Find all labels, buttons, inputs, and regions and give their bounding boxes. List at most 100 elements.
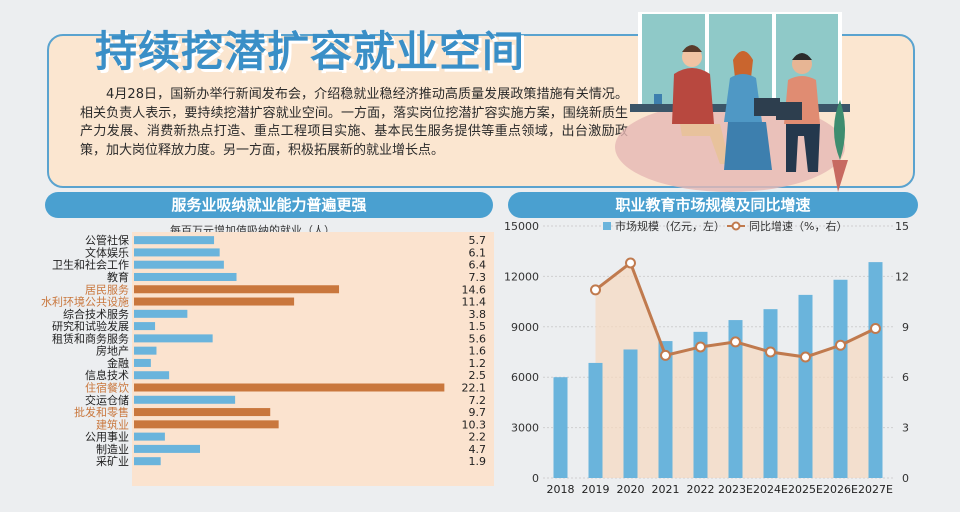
right-axis-tick: 12 bbox=[895, 270, 909, 283]
right-axis-tick: 3 bbox=[902, 422, 909, 435]
employment-bar bbox=[134, 408, 271, 417]
left-axis-tick: 0 bbox=[532, 472, 539, 485]
market-size-bar bbox=[623, 349, 638, 478]
employment-bar bbox=[134, 285, 340, 294]
category-label: 租赁和商务服务 bbox=[52, 331, 129, 345]
category-label: 交运仓储 bbox=[85, 393, 129, 407]
growth-marker bbox=[835, 339, 846, 351]
value-label: 7.3 bbox=[469, 271, 487, 284]
employment-bar bbox=[134, 309, 188, 318]
growth-marker bbox=[765, 346, 776, 358]
employment-bar bbox=[134, 297, 295, 306]
year-label: 2022 bbox=[687, 483, 715, 496]
value-label: 9.7 bbox=[469, 406, 487, 419]
right-axis-tick: 0 bbox=[902, 472, 909, 485]
year-label: 2026E bbox=[823, 483, 858, 496]
employment-bar bbox=[134, 457, 161, 466]
value-label: 1.9 bbox=[469, 455, 487, 468]
employment-bar bbox=[134, 236, 215, 245]
year-label: 2025E bbox=[788, 483, 823, 496]
employment-bar bbox=[134, 383, 445, 392]
growth-marker bbox=[730, 336, 741, 348]
employment-bar bbox=[134, 322, 156, 331]
market-size-bar bbox=[868, 262, 883, 478]
year-label: 2021 bbox=[652, 483, 680, 496]
employment-bar bbox=[134, 432, 165, 441]
market-size-bar bbox=[553, 377, 568, 478]
value-label: 2.2 bbox=[469, 431, 487, 444]
value-label: 11.4 bbox=[462, 296, 487, 309]
category-label: 教育 bbox=[107, 270, 129, 284]
value-label: 6.4 bbox=[469, 259, 487, 272]
office-workers-illustration bbox=[615, 12, 850, 192]
category-label: 建筑业 bbox=[96, 417, 129, 431]
value-label: 2.5 bbox=[469, 369, 487, 382]
year-label: 2019 bbox=[582, 483, 610, 496]
category-label: 信息技术 bbox=[85, 368, 129, 382]
value-label: 14.6 bbox=[462, 283, 487, 296]
market-size-bar bbox=[693, 331, 708, 478]
value-label: 1.2 bbox=[469, 357, 487, 370]
left-axis-tick: 12000 bbox=[505, 270, 539, 283]
employment-bar bbox=[134, 334, 213, 343]
value-label: 1.5 bbox=[469, 320, 487, 333]
value-label: 4.7 bbox=[469, 443, 487, 456]
value-label: 7.2 bbox=[469, 394, 487, 407]
right-axis-tick: 9 bbox=[902, 321, 909, 334]
category-label: 制造业 bbox=[96, 442, 129, 456]
right-panel-title: 职业教育市场规模及同比增速 bbox=[508, 192, 918, 218]
employment-bar bbox=[134, 358, 151, 367]
growth-marker bbox=[590, 284, 601, 296]
category-label: 卫生和社会工作 bbox=[52, 258, 129, 272]
growth-marker bbox=[870, 322, 881, 334]
intro-paragraph: 4月28日，国新办举行新闻发布会，介绍稳就业稳经济推动高质量发展政策措施有关情况… bbox=[80, 87, 628, 158]
employment-bar bbox=[134, 260, 224, 269]
right-axis-tick: 6 bbox=[902, 371, 909, 384]
market-size-bar bbox=[658, 341, 673, 478]
employment-bar-chart: 公管社保 5.7 文体娱乐 6.1 卫生和社会工作 6.4 教育 7.3 居民服务 14.6 水利环… bbox=[41, 233, 487, 468]
left-axis-tick: 15000 bbox=[505, 220, 539, 233]
category-label: 研究和试验发展 bbox=[52, 319, 129, 333]
employment-bar bbox=[134, 420, 279, 429]
market-size-bar bbox=[798, 294, 813, 478]
legend-line-marker bbox=[731, 221, 741, 231]
growth-marker bbox=[800, 351, 811, 363]
category-label: 水利环境公共设施 bbox=[41, 295, 129, 309]
employment-bar bbox=[134, 371, 170, 380]
category-label: 公用事业 bbox=[85, 431, 129, 444]
category-label: 公管社保 bbox=[85, 233, 129, 247]
growth-marker bbox=[660, 349, 671, 361]
year-label: 2024E bbox=[753, 483, 788, 496]
growth-marker bbox=[625, 257, 636, 269]
growth-marker bbox=[695, 341, 706, 353]
category-label: 金融 bbox=[107, 356, 129, 370]
market-size-bar bbox=[763, 309, 778, 478]
category-label: 房地产 bbox=[96, 344, 129, 358]
left-axis-tick: 6000 bbox=[511, 371, 539, 384]
category-label: 采矿业 bbox=[96, 455, 129, 468]
year-label: 2020 bbox=[617, 483, 645, 496]
employment-bar bbox=[134, 346, 157, 355]
left-axis-tick: 9000 bbox=[511, 321, 539, 334]
category-label: 批发和零售 bbox=[74, 405, 129, 419]
market-size-bar bbox=[588, 362, 603, 478]
year-label: 2018 bbox=[547, 483, 575, 496]
right-axis-tick: 15 bbox=[895, 220, 909, 233]
employment-bar bbox=[134, 395, 236, 404]
left-panel-title: 服务业吸纳就业能力普遍更强 bbox=[45, 192, 493, 218]
legend-line-label: 同比增速（%，右） bbox=[749, 219, 847, 233]
legend-bar-swatch bbox=[603, 222, 611, 230]
market-size-bar bbox=[728, 320, 743, 478]
value-label: 1.6 bbox=[469, 345, 487, 358]
year-label: 2027E bbox=[858, 483, 893, 496]
value-label: 22.1 bbox=[462, 382, 487, 395]
value-label: 3.8 bbox=[469, 308, 487, 321]
employment-bar bbox=[134, 444, 201, 453]
value-label: 10.3 bbox=[462, 418, 487, 431]
year-label: 2023E bbox=[718, 483, 753, 496]
left-axis-tick: 3000 bbox=[511, 422, 539, 435]
legend-bar-label: 市场规模（亿元，左） bbox=[615, 219, 725, 233]
value-label: 6.1 bbox=[469, 246, 487, 259]
market-size-bar bbox=[833, 279, 848, 478]
category-label: 居民服务 bbox=[85, 283, 129, 296]
